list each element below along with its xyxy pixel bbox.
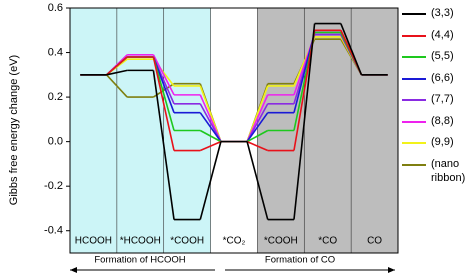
y-tick-label: 0.2 (48, 91, 63, 103)
arrow-head (388, 267, 395, 273)
legend-label: (9,9) (431, 136, 454, 148)
legend-entry: (nano ribbon) (402, 157, 474, 185)
legend-swatch (402, 142, 426, 144)
legend-label: (5,5) (431, 50, 454, 62)
connector (152, 56, 175, 113)
legend-label: (7,7) (431, 93, 454, 105)
legend-swatch (402, 163, 426, 166)
arrow-head (70, 267, 77, 273)
legend-entry: (8,8) (402, 114, 474, 136)
legend-swatch (402, 99, 426, 101)
legend-swatch (402, 120, 426, 123)
connector (340, 23, 363, 76)
category-label: HCOOH (75, 236, 112, 247)
connector (106, 56, 128, 76)
legend-swatch (402, 34, 426, 37)
connector (199, 103, 222, 143)
legend-entry: (4,4) (402, 28, 474, 50)
y-tick-label: 0.0 (48, 136, 63, 148)
y-tick-label: 0.4 (48, 46, 63, 58)
category-label: *COOH (170, 236, 204, 247)
annotation: Formation of CO (265, 255, 335, 266)
connector (199, 112, 222, 143)
connector (246, 140, 269, 152)
category-label: *CO (318, 236, 337, 247)
connector (152, 70, 175, 220)
connector (246, 141, 269, 220)
legend-entry: (7,7) (402, 92, 474, 114)
y-tick-label: -0.2 (44, 180, 63, 192)
connector (199, 129, 222, 143)
y-tick-label: -0.4 (44, 225, 63, 237)
category-label: *HCOOH (120, 236, 161, 247)
legend-label: (8,8) (431, 114, 454, 127)
legend-entry: (9,9) (402, 135, 474, 157)
connector (199, 141, 222, 220)
connector (106, 69, 128, 76)
plot-frame (69, 7, 399, 254)
legend-entry: (3,3) (402, 6, 474, 28)
legend-swatch (402, 77, 426, 80)
connector (246, 129, 269, 143)
y-tick-label: 0.6 (48, 2, 63, 14)
connector (152, 56, 175, 151)
legend-label: (6,6) (431, 71, 454, 84)
annotation: Formation of HCOOH (94, 255, 185, 266)
y-axis-label: Gibbs free energy change (eV) (8, 55, 20, 205)
connector (293, 23, 316, 220)
legend-label: (3,3) (431, 7, 454, 19)
category-label: *CO₂ (223, 236, 246, 247)
legend-swatch (402, 13, 426, 15)
legend-entry: (6,6) (402, 71, 474, 93)
category-label: CO (367, 236, 382, 247)
connector (152, 54, 175, 96)
connector (246, 103, 269, 143)
legend-label: (nano ribbon) (431, 157, 466, 184)
connector (105, 74, 128, 98)
category-label: *COOH (264, 236, 298, 247)
legend-swatch (402, 56, 426, 58)
connector (246, 112, 269, 143)
legend: (3,3) (4,4) (5,5) (6,6) (7,7) (8,8) (9,9) (nano… (402, 6, 474, 185)
connector (199, 140, 222, 152)
legend-label: (4,4) (431, 28, 454, 41)
legend-entry: (5,5) (402, 49, 474, 71)
